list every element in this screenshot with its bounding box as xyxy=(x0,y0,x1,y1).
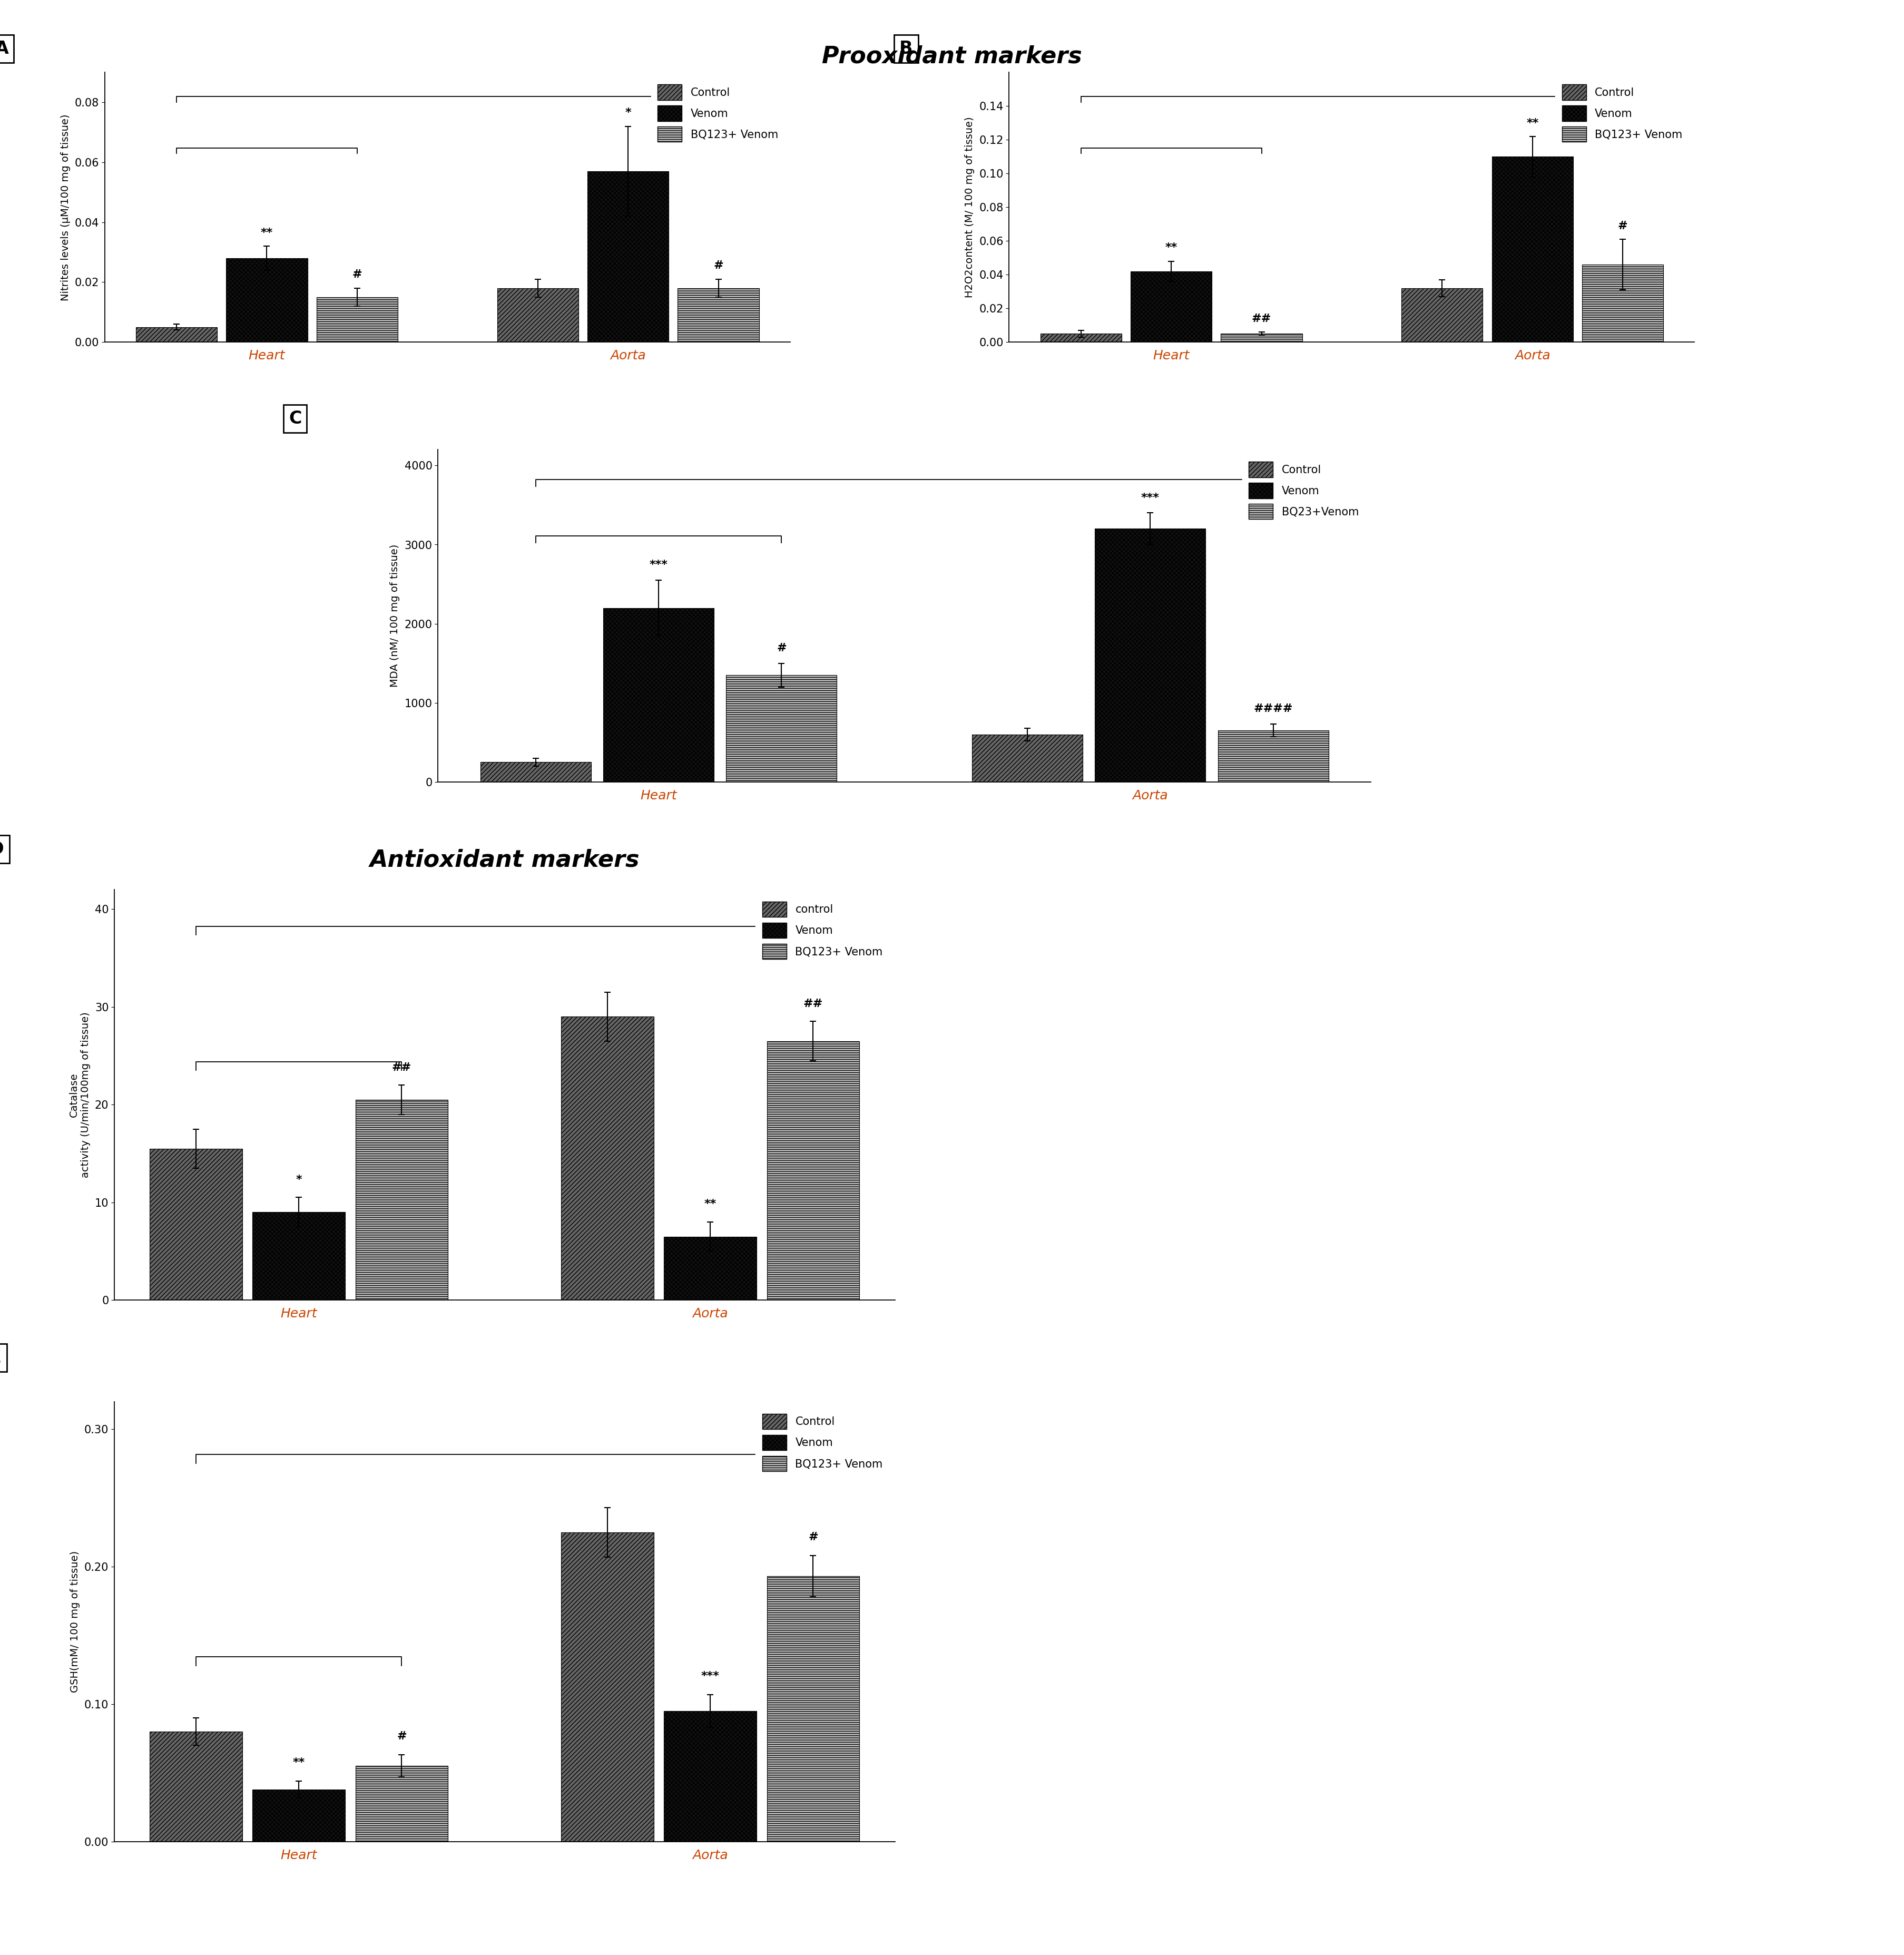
Bar xyxy=(664,1711,756,1842)
Text: ##: ## xyxy=(392,1062,411,1073)
Legend: Control, Venom, BQ123+ Venom: Control, Venom, BQ123+ Venom xyxy=(651,78,784,149)
Text: **: ** xyxy=(1527,117,1538,129)
Bar xyxy=(767,1040,859,1300)
Text: Prooxidant markers: Prooxidant markers xyxy=(823,45,1081,68)
Text: *: * xyxy=(625,108,630,117)
Y-axis label: Catalase
activity (U/min/100mg of tissue): Catalase activity (U/min/100mg of tissue… xyxy=(69,1013,89,1177)
Bar xyxy=(1095,528,1205,782)
Y-axis label: H2O2content (M/ 100 mg of tissue): H2O2content (M/ 100 mg of tissue) xyxy=(965,117,975,297)
Bar xyxy=(973,735,1083,782)
Bar xyxy=(1401,287,1483,342)
Text: C: C xyxy=(289,411,301,426)
Text: #: # xyxy=(396,1732,407,1742)
Bar xyxy=(497,287,579,342)
Y-axis label: GSH(mM/ 100 mg of tissue): GSH(mM/ 100 mg of tissue) xyxy=(70,1550,80,1693)
Text: **: ** xyxy=(293,1758,305,1767)
Bar xyxy=(1131,272,1211,342)
Bar xyxy=(356,1765,447,1842)
Legend: Control, Venom, BQ23+Venom: Control, Venom, BQ23+Venom xyxy=(1241,456,1365,526)
Bar xyxy=(1219,731,1329,782)
Text: ##: ## xyxy=(1251,313,1272,325)
Text: ####: #### xyxy=(1253,704,1293,714)
Bar xyxy=(767,1576,859,1842)
Bar xyxy=(1582,264,1664,342)
Bar xyxy=(1040,334,1121,342)
Bar xyxy=(356,1099,447,1300)
Bar xyxy=(316,297,398,342)
Text: *: * xyxy=(295,1175,303,1185)
Bar xyxy=(664,1236,756,1300)
Text: ##: ## xyxy=(803,999,823,1009)
Bar xyxy=(562,1017,653,1300)
Bar xyxy=(135,326,217,342)
Bar xyxy=(253,1212,345,1300)
Text: Antioxidant markers: Antioxidant markers xyxy=(369,848,640,872)
Bar xyxy=(588,172,668,342)
Text: B: B xyxy=(899,39,912,57)
Text: **: ** xyxy=(1165,242,1177,252)
Text: A: A xyxy=(0,39,10,57)
Bar xyxy=(1220,334,1302,342)
Text: **: ** xyxy=(261,227,272,239)
Bar xyxy=(480,762,590,782)
Legend: Control, Venom, BQ123+ Venom: Control, Venom, BQ123+ Venom xyxy=(756,1408,889,1478)
Text: #: # xyxy=(807,1533,819,1542)
Bar xyxy=(604,608,714,782)
Bar xyxy=(1493,156,1573,342)
Text: #: # xyxy=(1618,221,1628,231)
Text: #: # xyxy=(352,270,362,280)
Bar xyxy=(725,674,836,782)
Bar xyxy=(150,1148,242,1300)
Bar xyxy=(150,1732,242,1842)
Legend: control, Venom, BQ123+ Venom: control, Venom, BQ123+ Venom xyxy=(756,895,889,966)
Text: ***: *** xyxy=(701,1672,720,1681)
Bar xyxy=(562,1533,653,1842)
Text: **: ** xyxy=(704,1198,716,1210)
Text: #: # xyxy=(777,643,786,653)
Text: #: # xyxy=(714,260,724,272)
Text: ***: *** xyxy=(649,559,668,571)
Text: ***: *** xyxy=(1140,493,1160,502)
Bar xyxy=(678,287,760,342)
Y-axis label: Nitrites levels (μM/100 mg of tissue): Nitrites levels (μM/100 mg of tissue) xyxy=(61,113,70,301)
Y-axis label: MDA (nM/ 100 mg of tissue): MDA (nM/ 100 mg of tissue) xyxy=(390,543,400,688)
Legend: Control, Venom, BQ123+ Venom: Control, Venom, BQ123+ Venom xyxy=(1556,78,1689,149)
Bar xyxy=(253,1789,345,1842)
Text: D: D xyxy=(0,841,4,858)
Bar xyxy=(227,258,307,342)
